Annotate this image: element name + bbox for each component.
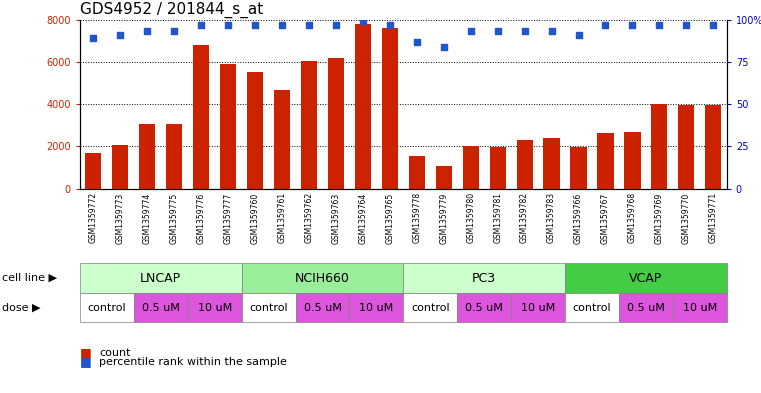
- Point: [222, 22, 234, 28]
- Bar: [463, 146, 479, 189]
- Bar: [139, 124, 155, 189]
- Point: [546, 28, 558, 35]
- Text: GSM1359783: GSM1359783: [547, 192, 556, 244]
- Text: GSM1359767: GSM1359767: [601, 192, 610, 244]
- Text: 10 uM: 10 uM: [683, 303, 717, 312]
- Point: [492, 28, 504, 35]
- Bar: [85, 153, 101, 189]
- Text: GSM1359765: GSM1359765: [385, 192, 394, 244]
- Bar: [382, 28, 398, 189]
- Point: [518, 28, 530, 35]
- Point: [626, 22, 638, 28]
- Text: GSM1359762: GSM1359762: [304, 192, 314, 244]
- Text: GSM1359775: GSM1359775: [170, 192, 179, 244]
- Text: GSM1359780: GSM1359780: [466, 192, 475, 244]
- Text: 0.5 uM: 0.5 uM: [465, 303, 503, 312]
- Text: control: control: [573, 303, 611, 312]
- Point: [600, 22, 612, 28]
- Bar: [571, 147, 587, 189]
- Text: 0.5 uM: 0.5 uM: [142, 303, 180, 312]
- Bar: [301, 61, 317, 189]
- Text: GSM1359778: GSM1359778: [412, 192, 422, 244]
- Text: 10 uM: 10 uM: [359, 303, 393, 312]
- Bar: [517, 140, 533, 189]
- Bar: [624, 132, 641, 189]
- Text: GSM1359769: GSM1359769: [655, 192, 664, 244]
- Point: [330, 22, 342, 28]
- Text: GSM1359763: GSM1359763: [332, 192, 340, 244]
- Point: [303, 22, 315, 28]
- Bar: [193, 45, 209, 189]
- Point: [465, 28, 477, 35]
- Text: count: count: [99, 348, 130, 358]
- Bar: [247, 72, 263, 189]
- Bar: [489, 147, 506, 189]
- Text: GSM1359781: GSM1359781: [493, 192, 502, 243]
- Text: NCIH660: NCIH660: [295, 272, 350, 285]
- Point: [438, 44, 450, 50]
- Text: control: control: [250, 303, 288, 312]
- Text: PC3: PC3: [472, 272, 496, 285]
- Text: LNCAP: LNCAP: [140, 272, 181, 285]
- Text: GSM1359779: GSM1359779: [439, 192, 448, 244]
- Point: [114, 32, 126, 38]
- Text: GSM1359760: GSM1359760: [250, 192, 260, 244]
- Text: 0.5 uM: 0.5 uM: [627, 303, 665, 312]
- Text: GSM1359771: GSM1359771: [708, 192, 718, 244]
- Text: GSM1359770: GSM1359770: [682, 192, 691, 244]
- Bar: [543, 138, 559, 189]
- Point: [572, 32, 584, 38]
- Text: 0.5 uM: 0.5 uM: [304, 303, 342, 312]
- Text: GSM1359772: GSM1359772: [89, 192, 98, 244]
- Point: [653, 22, 665, 28]
- Text: control: control: [88, 303, 126, 312]
- Point: [680, 22, 693, 28]
- Text: GSM1359776: GSM1359776: [196, 192, 205, 244]
- Text: 10 uM: 10 uM: [521, 303, 556, 312]
- Text: GSM1359773: GSM1359773: [116, 192, 125, 244]
- Text: ■: ■: [80, 346, 91, 360]
- Text: GSM1359768: GSM1359768: [628, 192, 637, 244]
- Text: 10 uM: 10 uM: [198, 303, 232, 312]
- Point: [276, 22, 288, 28]
- Text: GSM1359777: GSM1359777: [224, 192, 233, 244]
- Text: dose ▶: dose ▶: [2, 303, 40, 312]
- Text: GSM1359761: GSM1359761: [278, 192, 287, 244]
- Bar: [355, 24, 371, 189]
- Bar: [409, 156, 425, 189]
- Point: [168, 28, 180, 35]
- Bar: [220, 64, 236, 189]
- Text: control: control: [411, 303, 450, 312]
- Point: [142, 28, 154, 35]
- Bar: [435, 167, 452, 189]
- Bar: [113, 145, 129, 189]
- Text: GDS4952 / 201844_s_at: GDS4952 / 201844_s_at: [80, 2, 263, 18]
- Point: [357, 18, 369, 24]
- Text: GSM1359764: GSM1359764: [358, 192, 368, 244]
- Point: [707, 22, 719, 28]
- Text: percentile rank within the sample: percentile rank within the sample: [99, 356, 287, 367]
- Point: [88, 35, 100, 41]
- Point: [249, 22, 261, 28]
- Point: [195, 22, 207, 28]
- Text: ■: ■: [80, 355, 91, 368]
- Bar: [705, 105, 721, 189]
- Point: [384, 22, 396, 28]
- Text: GSM1359766: GSM1359766: [574, 192, 583, 244]
- Bar: [328, 58, 344, 189]
- Text: GSM1359774: GSM1359774: [143, 192, 151, 244]
- Point: [411, 39, 423, 45]
- Text: VCAP: VCAP: [629, 272, 663, 285]
- Text: GSM1359782: GSM1359782: [520, 192, 529, 243]
- Bar: [651, 104, 667, 189]
- Text: cell line ▶: cell line ▶: [2, 273, 56, 283]
- Bar: [166, 124, 183, 189]
- Bar: [678, 105, 695, 189]
- Bar: [274, 90, 290, 189]
- Bar: [597, 133, 613, 189]
